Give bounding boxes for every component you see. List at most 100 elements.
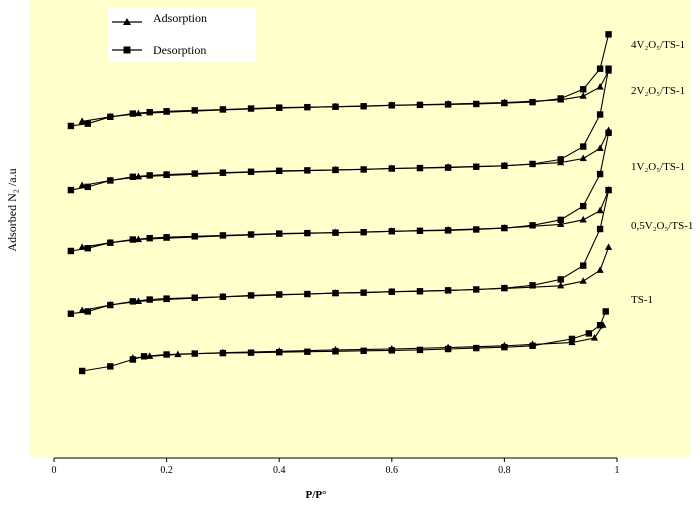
desorption-point: [163, 108, 170, 115]
desorption-point: [388, 165, 395, 172]
series-layer: [67, 31, 613, 375]
curve-labels: 4V₂O₅/TS-1 2V₂O₅/TS-1 1V₂O₅/TS-1 0,5V₂O₅/TS…: [631, 39, 693, 306]
desorption-point: [129, 173, 137, 180]
desorption-point: [84, 183, 91, 191]
desorption-point: [360, 229, 367, 236]
desorption-point: [473, 163, 480, 170]
desorption-point: [107, 113, 114, 120]
adsorption-point: [78, 117, 86, 124]
x-tick-label: 0: [52, 465, 57, 476]
desorption-point: [501, 224, 508, 232]
adsorption-point: [579, 215, 587, 223]
desorption-point: [304, 348, 311, 355]
desorption-point: [580, 143, 587, 150]
desorption-point: [332, 229, 339, 236]
desorption-point: [473, 286, 480, 293]
desorption-point: [140, 353, 148, 360]
x-axis-title: P/P°: [306, 489, 327, 501]
desorption-point: [191, 170, 198, 177]
desorption-point: [304, 229, 311, 237]
desorption-point: [78, 367, 86, 375]
adsorption-point: [596, 266, 604, 273]
desorption-point: [596, 321, 604, 329]
desorption-point: [129, 110, 137, 117]
desorption-point: [191, 233, 198, 240]
desorption-point: [332, 289, 339, 297]
curve-label: 0,5V₂O₅/TS-1: [631, 220, 693, 232]
desorption-point: [67, 310, 75, 317]
adsorption-point: [134, 172, 143, 180]
desorption-point: [163, 295, 170, 302]
desorption-point: [605, 186, 612, 194]
x-tick-label: 0.6: [386, 465, 399, 476]
desorption-point: [568, 335, 576, 343]
desorption-point: [163, 351, 170, 358]
desorption-point: [360, 347, 367, 355]
adsorption-point: [557, 220, 565, 228]
adsorption-point: [557, 281, 565, 289]
desorption-point: [557, 156, 564, 163]
desorption-point: [276, 230, 283, 237]
desorption-point: [416, 101, 424, 109]
desorption-point: [129, 298, 137, 305]
adsorption-point: [134, 109, 143, 117]
adsorption-point: [78, 243, 86, 250]
desorption-point: [67, 122, 75, 130]
desorption-point: [276, 104, 283, 111]
desorption-point: [84, 120, 91, 127]
desorption-point: [219, 293, 227, 300]
desorption-point: [605, 129, 612, 137]
desorption-point: [473, 226, 480, 233]
legend-desorption-marker: [123, 46, 131, 54]
desorption-point: [501, 284, 508, 292]
desorption-point: [416, 346, 424, 354]
desorption-point: [67, 186, 75, 194]
adsorption-point: [134, 297, 143, 304]
adsorption-point: [78, 181, 86, 189]
desorption-point: [146, 172, 153, 179]
curve-label: 2V₂O₅/TS-1: [631, 85, 685, 97]
desorption-point: [219, 169, 227, 176]
adsorption-point: [590, 334, 599, 341]
curve-label: 4V₂O₅/TS-1: [631, 39, 685, 51]
desorption-point: [501, 162, 508, 169]
desorption-point: [191, 350, 198, 357]
desorption-point: [304, 290, 311, 298]
desorption-point: [163, 234, 170, 241]
desorption-point: [107, 363, 114, 370]
adsorption-point: [596, 144, 604, 151]
desorption-point: [107, 301, 114, 309]
desorption-point: [580, 86, 587, 93]
desorption-point: [360, 103, 367, 110]
desorption-point: [332, 103, 339, 110]
desorption-point: [247, 292, 255, 299]
desorption-point: [276, 291, 283, 298]
desorption-point: [585, 330, 593, 337]
desorption-point: [360, 166, 367, 173]
desorption-point: [332, 348, 339, 355]
curve-label: 1V₂O₅/TS-1: [631, 161, 685, 173]
desorption-point: [163, 171, 170, 178]
series-1: [67, 65, 613, 194]
desorption-point: [602, 308, 609, 315]
adsorption-point: [579, 277, 587, 284]
desorption-point: [580, 262, 587, 269]
desorption-point: [388, 288, 395, 295]
series-0: [67, 31, 613, 130]
desorption-point: [580, 202, 587, 210]
desorption-point: [529, 222, 536, 229]
desorption-point: [596, 111, 604, 118]
desorption-point: [416, 227, 424, 235]
adsorption-point: [604, 243, 613, 250]
desorption-point: [107, 239, 114, 246]
desorption-point: [605, 65, 612, 72]
curve-label: TS-1: [631, 294, 653, 306]
desorption-point: [84, 245, 91, 252]
adsorption-point: [174, 350, 182, 358]
desorption-point: [529, 282, 536, 289]
desorption-point: [219, 349, 227, 357]
desorption-point: [529, 98, 536, 106]
desorption-point: [247, 168, 255, 175]
adsorption-point: [579, 154, 587, 162]
desorption-point: [67, 247, 75, 255]
